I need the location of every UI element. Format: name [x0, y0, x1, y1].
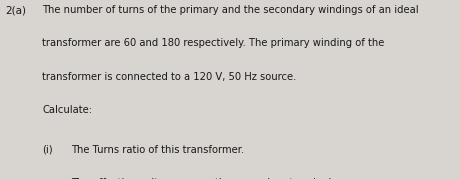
Text: The Turns ratio of this transformer.: The Turns ratio of this transformer.: [71, 145, 244, 155]
Text: transformer is connected to a 120 V, 50 Hz source.: transformer is connected to a 120 V, 50 …: [42, 72, 297, 82]
Text: transformer are 60 and 180 respectively. The primary winding of the: transformer are 60 and 180 respectively.…: [42, 38, 385, 49]
Text: 2(a): 2(a): [6, 5, 27, 15]
Text: (ii): (ii): [42, 178, 56, 179]
Text: (1): (1): [438, 178, 452, 179]
Text: The number of turns of the primary and the secondary windings of an ideal: The number of turns of the primary and t…: [42, 5, 419, 15]
Text: The effective voltage across the secondary terminals.: The effective voltage across the seconda…: [71, 178, 340, 179]
Text: Calculate:: Calculate:: [42, 105, 92, 115]
Text: (i): (i): [42, 145, 53, 155]
